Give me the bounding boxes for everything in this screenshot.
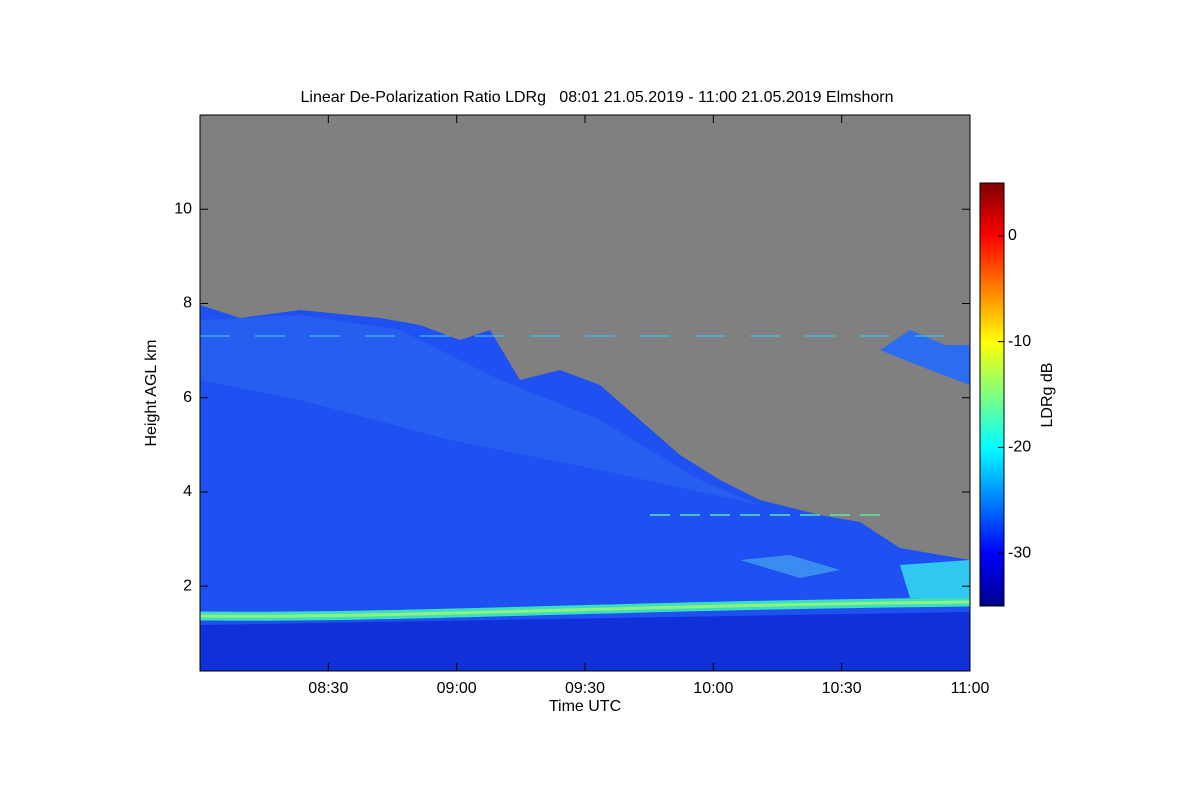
colorbar-tick-label: -30 xyxy=(1008,544,1031,561)
y-tick-label: 6 xyxy=(183,389,192,406)
colorbar-tick-label: 0 xyxy=(1008,227,1017,244)
x-tick-label: 08:30 xyxy=(308,680,348,697)
x-tick-label: 10:00 xyxy=(693,680,733,697)
heatmap-field xyxy=(199,115,971,671)
colorbar-label: LDRg dB xyxy=(1039,363,1056,428)
x-tick-label: 10:30 xyxy=(822,680,862,697)
y-tick-label: 8 xyxy=(183,295,192,312)
colorbar-tick-label: -10 xyxy=(1008,333,1031,350)
x-axis-label: Time UTC xyxy=(549,698,621,715)
colorbar xyxy=(979,182,1005,607)
y-tick-label: 2 xyxy=(183,577,192,594)
colorbar-tick-label: -20 xyxy=(1008,439,1031,456)
y-tick-label: 4 xyxy=(183,483,192,500)
chart-title: Linear De-Polarization Ratio LDRg 08:01 … xyxy=(301,89,894,106)
x-tick-label: 09:30 xyxy=(565,680,605,697)
x-tick-label: 11:00 xyxy=(951,680,990,697)
y-axis-label: Height AGL km xyxy=(143,339,160,446)
y-tick-label: 10 xyxy=(174,200,192,217)
x-tick-label: 09:00 xyxy=(437,680,477,697)
